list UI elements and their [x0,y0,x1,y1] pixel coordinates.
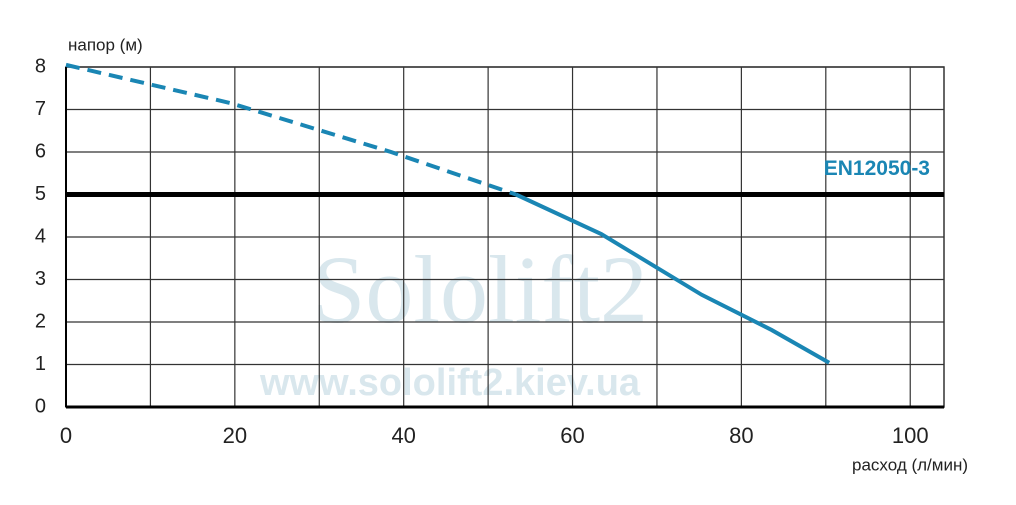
y-axis-label: напор (м) [68,35,143,54]
y-tick-label: 0 [35,395,46,417]
x-axis-label: расход (л/мин) [852,455,968,474]
y-tick-label: 8 [35,55,46,77]
x-tick-label: 40 [391,423,415,448]
y-tick-label: 7 [35,98,46,120]
x-tick-label: 60 [560,423,584,448]
x-tick-label: 80 [729,423,753,448]
watermark-title: Sololift2 [312,236,648,343]
y-tick-label: 2 [35,310,46,332]
x-tick-label: 100 [892,423,929,448]
watermark-url: www.sololift2.kiev.ua [259,362,641,404]
reference-label: EN12050-3 [824,157,930,180]
x-tick-label: 20 [223,423,247,448]
curve [515,192,831,365]
curve [65,62,517,197]
x-tick-label: 0 [60,423,72,448]
y-tick-label: 4 [35,225,46,247]
y-tick-label: 5 [35,183,46,205]
y-tick-label: 3 [35,268,46,290]
y-tick-label: 1 [35,353,46,375]
y-tick-label: 6 [35,140,46,162]
